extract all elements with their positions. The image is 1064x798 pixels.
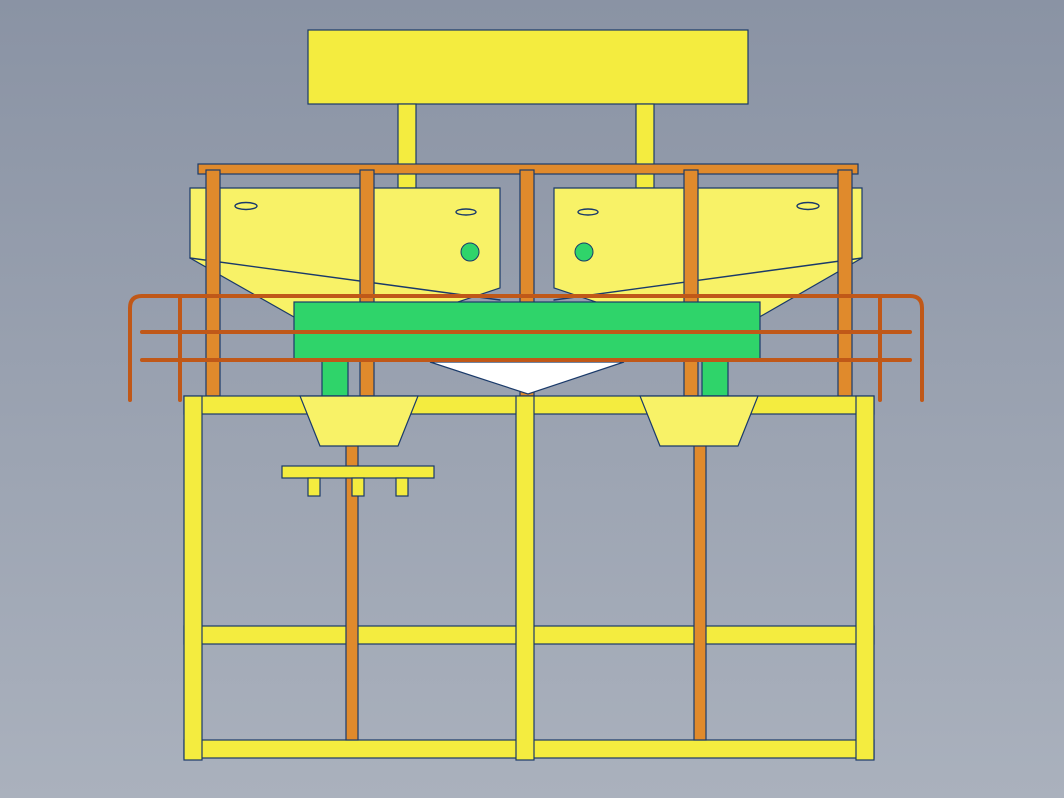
coordinate-triad <box>26 680 116 770</box>
model-scene <box>0 0 1064 798</box>
cad-viewport[interactable] <box>0 0 1064 798</box>
